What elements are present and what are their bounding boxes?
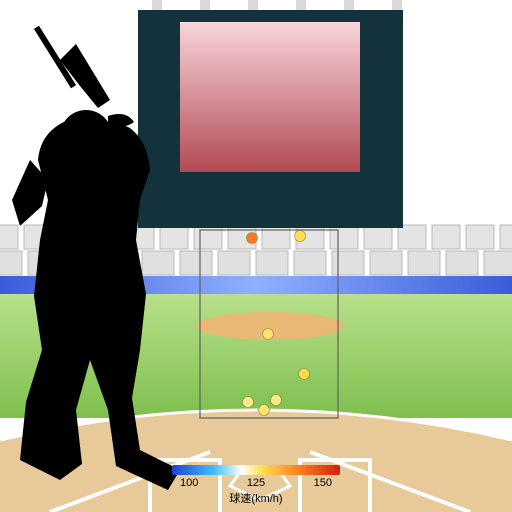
legend-tick: 125 bbox=[247, 477, 265, 489]
legend-title: 球速(km/h) bbox=[172, 490, 340, 506]
stand-seat bbox=[194, 225, 222, 249]
stand-seat bbox=[218, 251, 250, 275]
scoreboard-light bbox=[392, 0, 402, 10]
stand-seat bbox=[370, 251, 402, 275]
pitch-marker bbox=[247, 233, 258, 244]
pitch-marker bbox=[263, 329, 274, 340]
stand-seat bbox=[160, 225, 188, 249]
stand-seat bbox=[180, 251, 212, 275]
stand-seat bbox=[256, 251, 288, 275]
stand-seat bbox=[446, 251, 478, 275]
pitch-marker bbox=[299, 369, 310, 380]
pitch-marker bbox=[243, 397, 254, 408]
stand-seat bbox=[484, 251, 512, 275]
stand-seat bbox=[294, 251, 326, 275]
stand-seat bbox=[0, 225, 18, 249]
legend-ticks: 100 125 150 bbox=[172, 477, 340, 489]
stand-seat bbox=[262, 225, 290, 249]
stand-seat bbox=[466, 225, 494, 249]
stand-seat bbox=[500, 225, 512, 249]
pitch-marker bbox=[295, 231, 306, 242]
stand-seat bbox=[432, 225, 460, 249]
pitch-marker bbox=[271, 395, 282, 406]
stand-seat bbox=[364, 225, 392, 249]
stand-seat bbox=[0, 251, 22, 275]
scoreboard-light bbox=[200, 0, 210, 10]
stand-seat bbox=[330, 225, 358, 249]
stand-seat bbox=[408, 251, 440, 275]
pitch-location-chart bbox=[0, 0, 512, 512]
legend-tick: 100 bbox=[180, 477, 198, 489]
stand-seat bbox=[332, 251, 364, 275]
scoreboard-screen bbox=[180, 22, 360, 172]
speed-legend: 100 125 150 球速(km/h) bbox=[172, 465, 340, 506]
scoreboard-light bbox=[296, 0, 306, 10]
pitch-marker bbox=[259, 405, 270, 416]
stand-seat bbox=[142, 251, 174, 275]
legend-tick: 150 bbox=[314, 477, 332, 489]
stand-seat bbox=[398, 225, 426, 249]
legend-colorbar bbox=[172, 465, 340, 475]
scoreboard-light bbox=[152, 0, 162, 10]
scoreboard-light bbox=[344, 0, 354, 10]
scoreboard-neck bbox=[218, 172, 322, 228]
scoreboard-light bbox=[248, 0, 258, 10]
